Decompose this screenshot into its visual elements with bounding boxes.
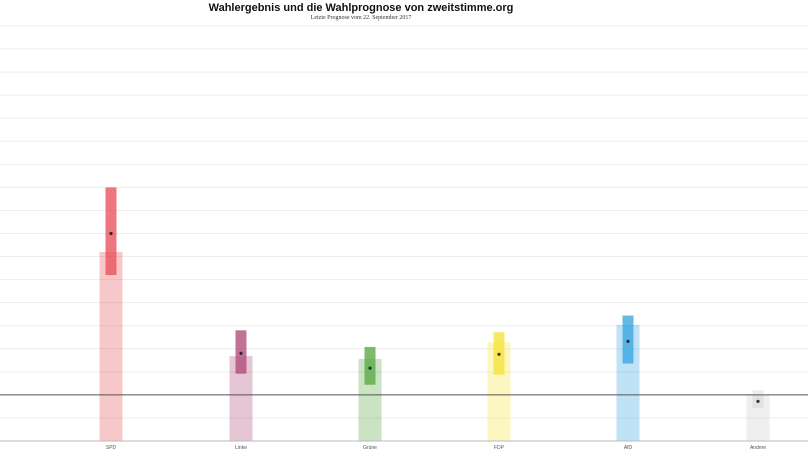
result-bar-AfD (616, 324, 640, 441)
forecast-interval-AfD (622, 315, 634, 364)
forecast-interval-SPD (105, 187, 117, 275)
result-bar-SPD (99, 251, 123, 441)
forecast-interval-Andere (752, 390, 764, 408)
result-bar-Linke (229, 356, 253, 441)
forecast-point-AfD (626, 339, 630, 343)
chart-title: Wahlergebnis und die Wahlprognose von zw… (208, 2, 514, 14)
category-label: Grüne (363, 445, 377, 451)
forecast-point-Grüne (368, 366, 372, 370)
category-label: FDP (494, 445, 505, 451)
forecast-point-FDP (497, 352, 501, 356)
category-label: AfD (624, 445, 633, 451)
forecast-point-Andere (756, 399, 760, 403)
forecast-point-Linke (239, 351, 243, 355)
result-bar-FDP (487, 342, 511, 441)
forecast-point-SPD (109, 231, 113, 236)
category-label: SPD (106, 445, 117, 451)
category-label: Andere (750, 445, 766, 451)
result-bar-Andere (746, 394, 770, 441)
forecast-interval-Grüne (364, 346, 376, 385)
result-bar-Grüne (358, 358, 382, 441)
chart-subtitle: Letzte Prognose vom 22. September 2017 (310, 15, 412, 21)
category-label: Linke (235, 445, 247, 451)
